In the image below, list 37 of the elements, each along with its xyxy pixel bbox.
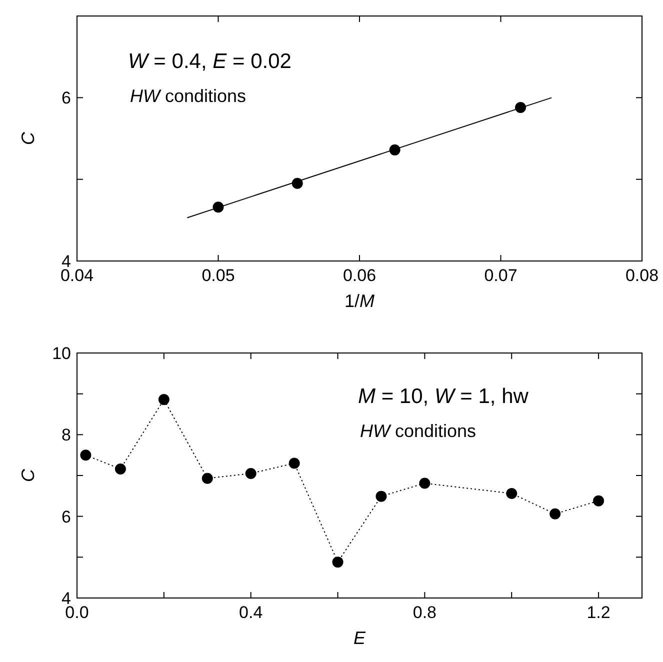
point [515,102,526,113]
point [114,463,126,474]
point [593,495,604,506]
point [245,468,256,479]
x-tick-label: 0.05 [202,266,235,285]
y-tick-label: 10 [52,344,71,363]
point [376,490,387,502]
point [419,478,430,489]
point [292,178,303,189]
point [80,450,92,461]
annotation: M = 10, W = 1, hw [358,385,530,408]
point [202,472,213,484]
x-tick-label: 0.07 [484,266,518,285]
y-tick-label: 6 [62,507,71,526]
x-tick-label: 0.8 [412,603,437,622]
x-tick-label: 1.2 [586,603,610,622]
y-axis-title: C [18,131,38,145]
y-tick-label: 6 [62,88,71,108]
x-tick-label: 0.0 [65,603,89,622]
annotation: HW conditions [360,421,476,441]
y-tick-label: 8 [62,426,71,445]
x-axis-title: E [353,628,366,648]
point [506,488,518,499]
annotation: HW conditions [130,86,246,106]
point [158,394,170,406]
x-tick-label: 0.4 [239,603,263,622]
annotation: W = 0.4, E = 0.02 [128,50,292,73]
point [550,508,561,520]
x-tick-label: 0.04 [60,266,94,285]
point [332,556,344,568]
x-axis-title: 1/M [344,291,375,311]
point [288,458,300,469]
point [389,144,400,156]
x-tick-label: 0.08 [625,266,659,285]
point [212,202,224,213]
x-tick-label: 0.06 [342,266,376,285]
y-axis-title: C [18,468,38,482]
